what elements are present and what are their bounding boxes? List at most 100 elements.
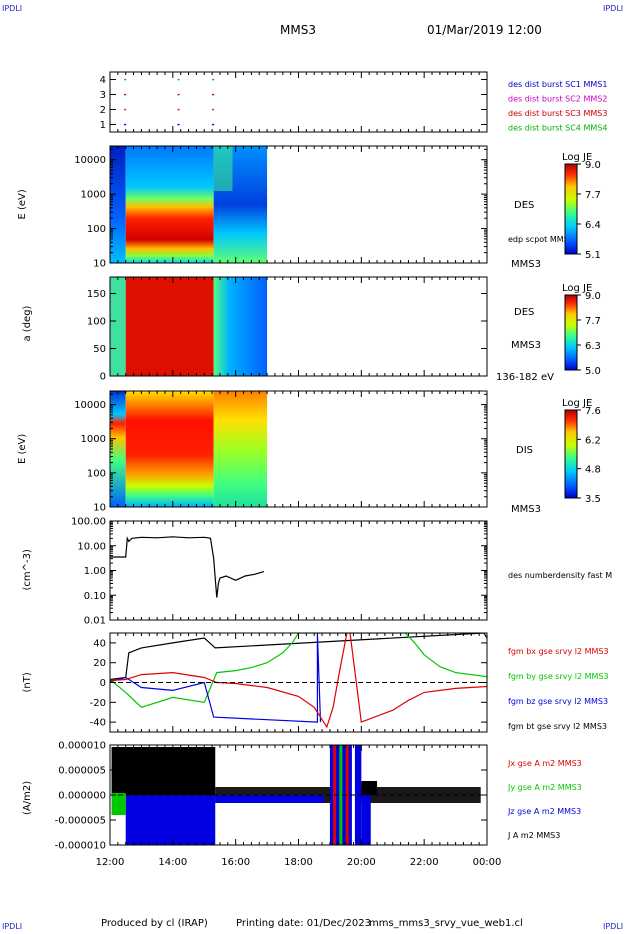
des-pa-right-label: DES	[514, 307, 534, 318]
des-energy-right-label: DES	[514, 200, 534, 211]
burst-legend-entry: des dist burst SC3 MMS3	[508, 109, 607, 118]
x-axis-tick-label: 12:00	[96, 857, 125, 868]
des-energy-colorbar	[564, 163, 578, 255]
current-legend-entry: Jy gse A m2 MMS3	[507, 783, 582, 792]
current-j-mark	[361, 781, 378, 795]
density-panel-ytick-label: 1.00	[84, 566, 106, 577]
des-energy-colorbar-tick-label: 5.1	[585, 250, 601, 261]
corner-label-top-left: IPDLI	[2, 4, 23, 13]
burst-panel-frame	[109, 71, 488, 133]
des-energy-colorbar-label: Log JE	[562, 152, 592, 163]
dis-energy-colorbar	[564, 409, 578, 499]
des-pa-colorbar-tick-label: 6.3	[585, 341, 601, 352]
dis-energy-ylabel: E (eV)	[17, 434, 28, 464]
current-jz-mark	[215, 795, 324, 803]
dis-energy-panel-ytick-label: 10000	[74, 400, 106, 411]
des-pa-mark-early	[110, 277, 126, 376]
dis-energy-mark-late	[213, 391, 268, 507]
current-panel-ytick-label: -0.000005	[55, 816, 106, 827]
x-axis-tick-label: 00:00	[473, 857, 502, 868]
des-energy-panel-ytick-label: 10000	[74, 155, 106, 166]
date-title: 01/Mar/2019 12:00	[427, 23, 542, 37]
x-axis-tick-label: 16:00	[221, 857, 250, 868]
bfield-legend-entry: fgm bt gse srvy l2 MMS3	[508, 722, 607, 731]
current-legend-entry: Jz gse A m2 MMS3	[507, 807, 581, 816]
dis-energy-panel-ytick-label: 100	[87, 468, 106, 479]
current-panel-ytick-label: 0.000005	[58, 766, 106, 777]
bfield-legend-entry: fgm by gse srvy l2 MMS3	[508, 672, 609, 681]
dis-energy-right-label: DIS	[516, 445, 533, 456]
des-pa-colorbar-tick-label: 5.0	[585, 366, 601, 377]
des-energy-panel-ytick-label: 100	[87, 224, 106, 235]
burst-panel-ytick-label: 4	[100, 75, 106, 86]
x-axis-tick-label: 22:00	[410, 857, 439, 868]
bfield-panel-ytick-label: 20	[93, 658, 106, 669]
burst-legend-entry: des dist burst SC2 MMS2	[508, 95, 607, 104]
current-jx-mark	[345, 745, 349, 845]
footer-produced-by: Produced by cl (IRAP)	[101, 918, 208, 929]
des-energy-colorbar-tick-label: 6.4	[585, 220, 601, 231]
dis-energy-colorbar-label: Log JE	[562, 398, 592, 409]
density-legend-entry: des numberdensity fast M	[508, 571, 612, 580]
bfield-panel-ytick-label: 0	[100, 678, 106, 689]
burst-mark	[177, 78, 180, 81]
current-panel-ytick-label: -0.000010	[55, 841, 106, 852]
density-panel-ytick-label: 0.01	[84, 616, 106, 627]
bfield-series-line	[110, 633, 487, 681]
des-energy-right-label: MMS3	[511, 259, 541, 270]
des-pa-right-label: MMS3	[511, 340, 541, 351]
current-jz-mark	[125, 795, 216, 845]
x-axis-tick-label: 20:00	[347, 857, 376, 868]
des-pa-panel-ytick-label: 150	[87, 289, 106, 300]
burst-mark	[124, 78, 127, 81]
burst-mark	[212, 78, 215, 81]
bfield-series-line	[110, 633, 487, 729]
current-jx-mark	[339, 745, 343, 845]
bfield-legend-entry: fgm bx gse srvy l2 MMS3	[508, 647, 609, 656]
dis-energy-colorbar-tick-label: 4.8	[585, 465, 601, 476]
bfield-panel-ytick-label: 40	[93, 638, 106, 649]
dis-energy-colorbar-tick-label: 3.5	[585, 494, 601, 505]
des-energy-colorbar-tick-label: 7.7	[585, 190, 601, 201]
des-pa-colorbar-tick-label: 9.0	[585, 291, 601, 302]
des-energy-panel-ytick-label: 10	[93, 259, 106, 270]
current-jy-mark	[111, 793, 126, 815]
des-energy-ylabel: E (eV)	[17, 189, 28, 219]
burst-mark	[212, 93, 215, 96]
des-pa-colorbar-label: Log JE	[562, 283, 592, 294]
des-energy-mark-early	[110, 146, 126, 263]
x-axis-tick-label: 14:00	[158, 857, 187, 868]
density-panel-ytick-label: 100.00	[71, 517, 106, 528]
current-panel-ytick-label: 0.000010	[58, 741, 106, 752]
des-energy-colorbar-tick-label: 9.0	[585, 160, 601, 171]
footer-filename: mms_mms3_srvy_vue_web1.cl	[369, 918, 523, 929]
des-energy-mark-edge	[213, 146, 233, 191]
corner-label-bottom-left: IPDLI	[2, 922, 23, 931]
bfield-panel-ytick-label: -40	[90, 718, 106, 729]
des-pa-right-label: 136-182 eV	[496, 372, 554, 383]
burst-mark	[177, 123, 180, 126]
density-panel-ytick-label: 10.00	[77, 541, 106, 552]
dis-energy-panel-ytick-label: 10	[93, 503, 106, 514]
footer-printing-date: Printing date: 01/Dec/2023	[236, 918, 372, 929]
density-series-line	[110, 536, 265, 598]
bfield-series-line	[110, 633, 487, 708]
current-j-mark	[111, 747, 216, 795]
bfield-panel-ytick-label: -20	[90, 698, 106, 709]
burst-mark	[124, 93, 127, 96]
current-jz-mark	[361, 795, 371, 845]
bfield-series-line	[110, 633, 322, 723]
current-legend-entry: Jx gse A m2 MMS3	[507, 759, 582, 768]
burst-panel-ytick-label: 1	[100, 120, 106, 131]
des-pa-panel-ytick-label: 0	[100, 372, 106, 383]
burst-mark	[177, 93, 180, 96]
des-pa-mark-sheath	[125, 277, 214, 376]
des-pa-panel-ytick-label: 50	[93, 344, 106, 355]
burst-mark	[177, 108, 180, 111]
des-pa-mark-late	[213, 277, 268, 376]
burst-legend-entry: des dist burst SC4 MMS4	[508, 124, 607, 133]
burst-panel-ytick-label: 3	[100, 90, 106, 101]
des-energy-right-label: edp scpot MMS3	[508, 235, 574, 244]
dis-energy-mark-early	[110, 391, 126, 507]
